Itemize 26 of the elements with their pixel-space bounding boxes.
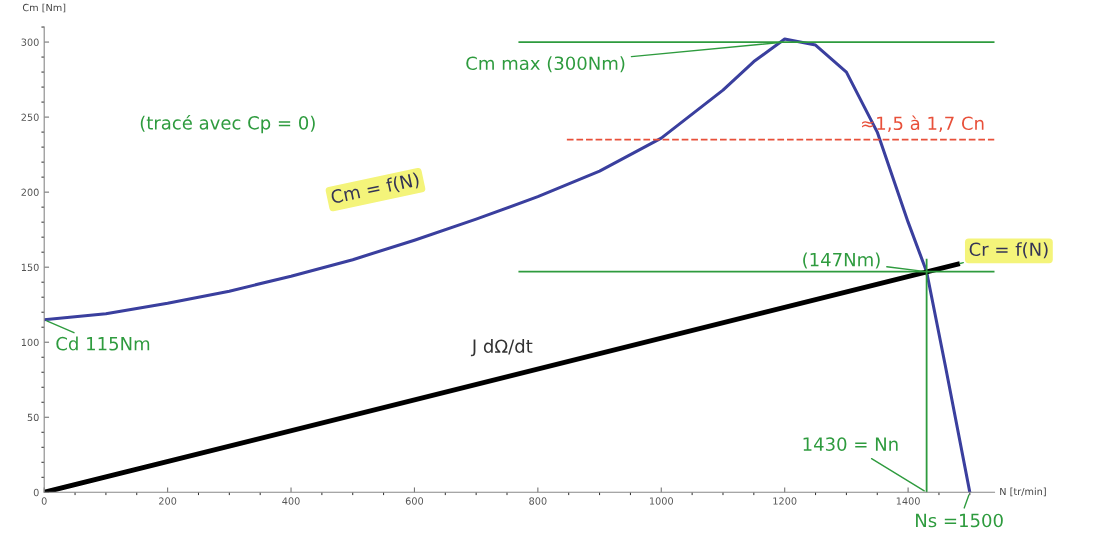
y-tick-label: 200 — [21, 188, 39, 196]
x-tick-label: 1000 — [649, 497, 673, 505]
annotation: (147Nm) — [803, 252, 880, 269]
annotation: Cr = f(N) — [969, 242, 1048, 259]
y-axis-title: Cm [Nm] — [22, 3, 66, 13]
y-tick-label: 100 — [21, 338, 39, 347]
annotation: Ns =1500 — [916, 513, 1003, 528]
y-tick-label: 0 — [33, 488, 39, 497]
x-tick-label: 1200 — [773, 497, 797, 505]
y-tick-label: 300 — [21, 38, 39, 46]
annotation: Cm max (300Nm) — [466, 56, 625, 73]
annotation: J dΩ/dt — [470, 339, 533, 357]
x-tick-label: 400 — [282, 497, 300, 505]
annotation: 1430 = Nn — [803, 437, 898, 451]
y-tick-label: 150 — [21, 263, 39, 272]
annotation: (tracé avec Cp = 0) — [140, 114, 315, 134]
x-tick-label: 200 — [159, 497, 177, 505]
x-tick-label: 600 — [405, 497, 424, 505]
x-tick-label: 1400 — [896, 497, 920, 505]
annotation: Cm = f(N) — [330, 171, 420, 207]
annotation: Cd 115Nm — [56, 336, 150, 351]
y-tick-label: 50 — [27, 413, 39, 422]
y-tick-label: 250 — [21, 113, 39, 121]
x-axis-title: N [tr/min] — [1000, 487, 1046, 497]
x-tick-label: 0 — [41, 497, 47, 505]
x-tick-label: 800 — [529, 497, 547, 505]
